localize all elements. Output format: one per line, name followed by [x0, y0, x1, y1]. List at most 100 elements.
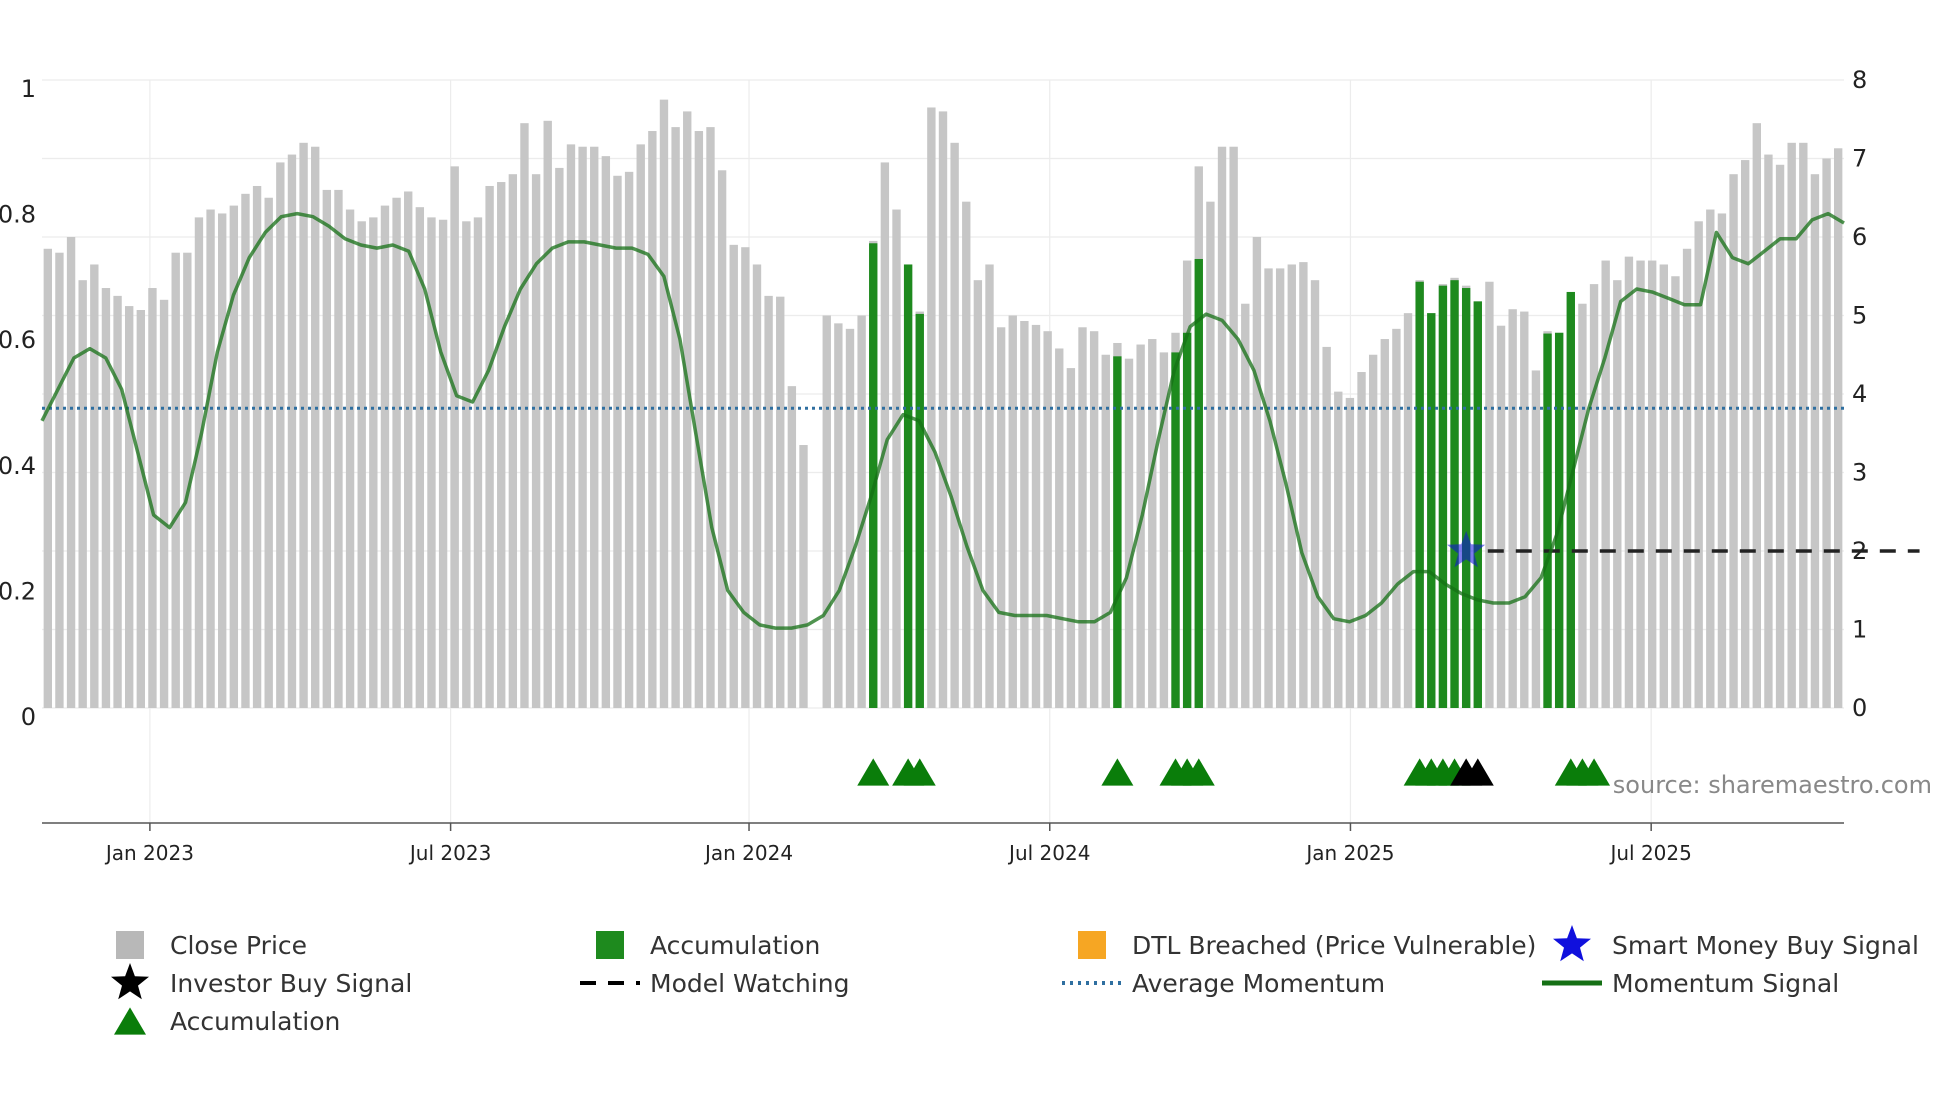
close-price-bar — [1310, 280, 1320, 708]
x-tick-label: Jul 2023 — [408, 841, 491, 865]
close-price-bar — [171, 252, 180, 708]
close-price-bar — [1775, 164, 1785, 708]
legend-square-swatch — [596, 931, 624, 959]
close-price-bar — [1589, 284, 1599, 708]
close-price-bar — [880, 162, 890, 709]
close-price-bar — [136, 310, 146, 708]
close-price-bar — [438, 219, 448, 709]
close-price-bar — [1020, 320, 1029, 708]
accumulation-bar — [1461, 288, 1471, 708]
legend-label: DTL Breached (Price Vulnerable) — [1132, 931, 1536, 960]
x-tick-label: Jan 2024 — [703, 841, 793, 865]
signal-markers — [857, 531, 1611, 786]
left-tick-label: 0 — [21, 703, 36, 731]
close-price-bar — [555, 167, 564, 709]
close-price-bar — [531, 174, 541, 708]
close-price-bar — [66, 237, 76, 708]
axes: 0 1 2 3 4 5 6 7 8 0 0.2 0.4 0.6 0.8 1 Jan 2023 Jul 2023 J… — [0, 66, 1867, 865]
close-price-bar — [648, 131, 657, 708]
right-tick-label: 5 — [1852, 302, 1867, 330]
close-price-bar — [1740, 160, 1750, 708]
close-price-bar — [1531, 370, 1541, 708]
close-price-bar — [194, 217, 204, 708]
close-price-bar — [1682, 248, 1692, 708]
close-price-bar — [113, 295, 122, 708]
accumulation-bar — [1182, 332, 1192, 708]
close-price-bar — [78, 280, 87, 708]
close-price-bar — [1647, 260, 1657, 708]
close-price-bar — [1392, 328, 1401, 708]
close-price-bar — [1706, 209, 1715, 708]
close-price-bar — [229, 205, 239, 708]
right-tick-label: 1 — [1852, 616, 1867, 644]
close-price-bar — [1008, 315, 1017, 708]
close-price-bar — [578, 146, 587, 709]
close-price-bar — [1496, 325, 1506, 708]
close-price-bar — [1345, 397, 1355, 708]
close-price-bar — [1322, 346, 1331, 708]
close-price-bar — [741, 247, 750, 708]
close-price-bar — [613, 175, 622, 708]
close-price-bar — [1252, 237, 1262, 708]
close-price-bar — [520, 123, 529, 709]
close-price-bar — [845, 328, 855, 708]
close-price-bar — [1275, 268, 1285, 708]
close-price-bar — [380, 205, 390, 708]
close-price-bar — [706, 127, 715, 709]
close-price-bar — [717, 170, 727, 708]
close-price-bar — [415, 207, 425, 709]
close-price-bar — [508, 174, 518, 708]
close-price-bar — [1264, 268, 1273, 708]
close-price-bar — [427, 217, 436, 708]
legend: Close Price Accumulation DTL Breached (Pri… — [111, 925, 1919, 1036]
close-price-bar — [1601, 260, 1610, 708]
close-price-bar — [799, 445, 808, 708]
x-tick-label: Jul 2025 — [1608, 841, 1691, 865]
accumulation-triangle-marker — [857, 758, 890, 786]
source-label: source: sharemaestro.com — [1613, 771, 1932, 799]
right-tick-label: 3 — [1852, 459, 1867, 487]
accumulation-bar — [903, 264, 913, 708]
close-price-bar — [857, 315, 866, 708]
close-price-bar — [404, 191, 413, 709]
right-tick-label: 2 — [1852, 537, 1867, 565]
close-price-bar — [1287, 264, 1296, 708]
close-price-bar — [462, 221, 471, 709]
close-price-bar — [1229, 146, 1238, 709]
close-price-bar — [764, 295, 773, 708]
close-price-bar — [729, 244, 738, 708]
close-price-bar — [543, 120, 552, 708]
x-tick-label: Jan 2025 — [1304, 841, 1394, 865]
close-price-bar — [1659, 264, 1668, 708]
accumulation-triangle-marker — [1182, 758, 1215, 786]
close-price-bar — [1078, 327, 1087, 708]
close-price-bar — [334, 189, 343, 708]
accumulation-bar — [1427, 313, 1436, 708]
momentum-signal-polyline — [40, 211, 1845, 630]
close-price-bar — [369, 217, 378, 708]
close-price-bar — [43, 248, 52, 708]
close-price-bar — [1613, 280, 1622, 708]
close-price-bar — [1694, 221, 1703, 709]
close-price-bar — [1206, 201, 1215, 709]
close-price-bar — [671, 127, 680, 709]
close-price-bar — [392, 197, 401, 708]
close-price-bar — [973, 280, 983, 708]
close-price-bar — [264, 197, 273, 708]
close-price-bar — [601, 156, 611, 708]
accumulation-bar — [1113, 356, 1122, 708]
close-price-bar — [1299, 262, 1308, 708]
close-price-bar — [357, 221, 366, 709]
close-price-bar — [822, 315, 831, 708]
legend-label: Smart Money Buy Signal — [1612, 931, 1919, 960]
legend-label: Momentum Signal — [1612, 969, 1839, 998]
legend-label: Model Watching — [650, 969, 850, 998]
close-price-bar — [159, 299, 169, 708]
close-price-bar — [473, 217, 483, 708]
close-price-bar — [148, 288, 157, 708]
legend-label: Accumulation — [650, 931, 820, 960]
accumulation-bar — [1171, 352, 1180, 708]
close-price-bar — [1520, 311, 1529, 708]
legend-label: Close Price — [170, 931, 307, 960]
